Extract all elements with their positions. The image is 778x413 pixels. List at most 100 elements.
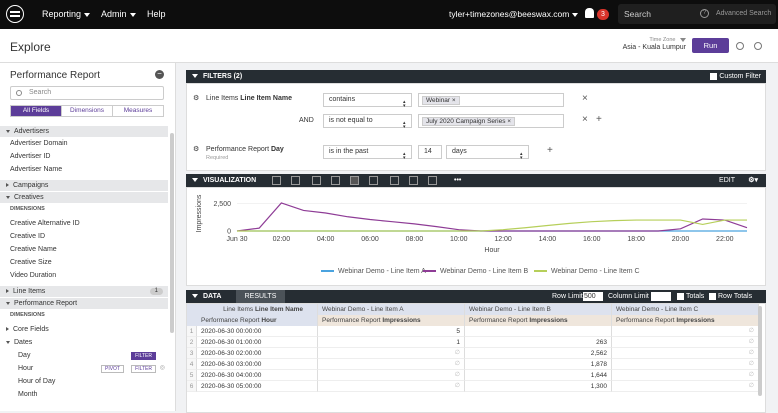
impressions-cell[interactable]: ∅: [612, 381, 759, 392]
gear-icon[interactable]: [736, 42, 744, 50]
pivot-column-header[interactable]: Webinar Demo - Line Item B: [465, 304, 612, 315]
impressions-cell[interactable]: ∅: [612, 348, 759, 359]
impressions-cell[interactable]: 2,562: [465, 348, 612, 359]
field-item[interactable]: Creative Name: [0, 244, 168, 255]
advanced-search-link[interactable]: Advanced Search: [716, 10, 771, 17]
impressions-cell[interactable]: ∅: [612, 370, 759, 381]
beeswax-logo-icon[interactable]: [6, 5, 24, 23]
area-viz-icon[interactable]: [369, 176, 378, 185]
filter-value-chip-2[interactable]: July 2020 Campaign Series ×: [422, 117, 515, 126]
field-item[interactable]: Advertiser Name: [0, 164, 168, 175]
totals-checkbox[interactable]: [677, 293, 684, 300]
tab-dimensions[interactable]: Dimensions: [62, 106, 113, 116]
filter-gear-icon[interactable]: ⚙: [193, 145, 199, 153]
add-filter-icon[interactable]: +: [547, 145, 553, 156]
column-limit-input[interactable]: [651, 292, 671, 301]
table-scrollbar[interactable]: [758, 306, 762, 396]
timezone-label[interactable]: Time Zone: [649, 37, 686, 43]
pivot-column-header[interactable]: Webinar Demo - Line Item C: [612, 304, 759, 315]
field-item[interactable]: Video Duration: [0, 270, 168, 281]
impressions-cell[interactable]: 1: [318, 337, 465, 348]
nav-reporting[interactable]: Reporting: [42, 9, 90, 19]
legend-item-c[interactable]: Webinar Demo - Line Item C: [534, 268, 640, 275]
totals-toggle[interactable]: Totals: [677, 290, 704, 303]
measure-header[interactable]: Performance Report Impressions: [318, 315, 465, 326]
pivot-button[interactable]: PIVOT: [101, 365, 124, 373]
series-line-b[interactable]: [237, 203, 747, 231]
filter-value-input[interactable]: Webinar ×: [418, 93, 564, 107]
single-value-viz-icon[interactable]: [428, 176, 437, 185]
hour-cell[interactable]: 2020-06-30 02:00:00: [197, 348, 318, 359]
pivot-header[interactable]: Line Items Line Item Name: [187, 304, 318, 315]
visualization-section-header[interactable]: VISUALIZATION ••• EDIT ⚙▾: [186, 174, 766, 187]
hour-cell[interactable]: 2020-06-30 04:00:00: [197, 370, 318, 381]
nav-admin[interactable]: Admin: [101, 9, 136, 19]
tab-all-fields[interactable]: All Fields: [11, 106, 62, 116]
impressions-cell[interactable]: 1,300: [465, 381, 612, 392]
hour-cell[interactable]: 2020-06-30 01:00:00: [197, 337, 318, 348]
field-item[interactable]: Month: [0, 389, 168, 400]
filter-button[interactable]: FILTER: [131, 352, 156, 360]
field-search-input[interactable]: Search: [10, 86, 164, 100]
field-group[interactable]: Advertisers: [0, 126, 168, 137]
settings-menu-icon[interactable]: [754, 42, 762, 50]
filter-unit-select[interactable]: days: [446, 145, 529, 159]
filters-section-header[interactable]: FILTERS (2) Custom Filter: [186, 70, 766, 83]
field-item[interactable]: Core Fields: [0, 324, 168, 335]
tab-measures[interactable]: Measures: [113, 106, 163, 116]
data-section-header[interactable]: DATA RESULTS Row Limit 500 Column Limit …: [186, 290, 766, 303]
sidebar-scrollbar[interactable]: [170, 133, 174, 333]
filter-operator-select-3[interactable]: is in the past: [323, 145, 412, 159]
help-icon[interactable]: ?: [700, 9, 709, 18]
filter-gear-icon[interactable]: ⚙: [193, 94, 199, 102]
filter-value-input-2[interactable]: July 2020 Campaign Series ×: [418, 114, 564, 128]
line-viz-icon[interactable]: [350, 176, 359, 185]
custom-filter-toggle[interactable]: Custom Filter: [710, 70, 761, 83]
hour-cell[interactable]: 2020-06-30 03:00:00: [197, 359, 318, 370]
field-item[interactable]: Dates: [0, 337, 168, 348]
scatter-viz-icon[interactable]: [331, 176, 340, 185]
field-group[interactable]: Campaigns: [0, 180, 168, 191]
measure-header[interactable]: Performance Report Impressions: [612, 315, 759, 326]
user-menu[interactable]: tyler+timezones@beeswax.com: [449, 9, 578, 19]
field-item[interactable]: Advertiser ID: [0, 151, 168, 162]
nav-help[interactable]: Help: [147, 9, 166, 19]
more-viz-icon[interactable]: •••: [454, 174, 461, 187]
impressions-cell[interactable]: 1,644: [465, 370, 612, 381]
map-viz-icon[interactable]: [390, 176, 399, 185]
filter-button[interactable]: FILTER: [131, 365, 156, 373]
remove-filter-icon[interactable]: ×: [582, 93, 588, 104]
impressions-cell[interactable]: ∅: [318, 381, 465, 392]
field-item[interactable]: Creative ID: [0, 231, 168, 242]
bell-icon[interactable]: [585, 8, 594, 18]
field-item[interactable]: Creative Alternative ID: [0, 218, 168, 229]
field-item[interactable]: Creative Size: [0, 257, 168, 268]
impressions-cell[interactable]: ∅: [612, 359, 759, 370]
pie-viz-icon[interactable]: [409, 176, 418, 185]
run-button[interactable]: Run: [692, 38, 729, 53]
dimension-header-hour[interactable]: Performance Report Hour: [187, 315, 318, 326]
hour-cell[interactable]: 2020-06-30 00:00:00: [197, 326, 318, 337]
filter-operator-select-2[interactable]: is not equal to: [323, 114, 412, 128]
viz-edit-button[interactable]: EDIT: [719, 174, 735, 187]
impressions-cell[interactable]: 263: [465, 337, 612, 348]
field-item[interactable]: Advertiser Domain: [0, 138, 168, 149]
impressions-cell[interactable]: [465, 326, 612, 337]
impressions-cell[interactable]: ∅: [318, 348, 465, 359]
impressions-cell[interactable]: ∅: [612, 337, 759, 348]
legend-item-a[interactable]: Webinar Demo - Line Item A: [321, 268, 426, 275]
column-viz-icon[interactable]: [291, 176, 300, 185]
tab-results[interactable]: RESULTS: [236, 290, 285, 303]
bar-viz-icon[interactable]: [312, 176, 321, 185]
remove-filter-icon[interactable]: ×: [582, 114, 588, 125]
filter-operator-select[interactable]: contains: [323, 93, 412, 107]
field-item[interactable]: Hour of Day: [0, 376, 168, 387]
impressions-cell[interactable]: 1,878: [465, 359, 612, 370]
custom-filter-checkbox[interactable]: [710, 73, 717, 80]
field-info-icon[interactable]: ◎: [160, 363, 165, 374]
measure-header[interactable]: Performance Report Impressions: [465, 315, 612, 326]
row-totals-toggle[interactable]: Row Totals: [709, 290, 752, 303]
filter-number-input[interactable]: 14: [418, 145, 442, 159]
